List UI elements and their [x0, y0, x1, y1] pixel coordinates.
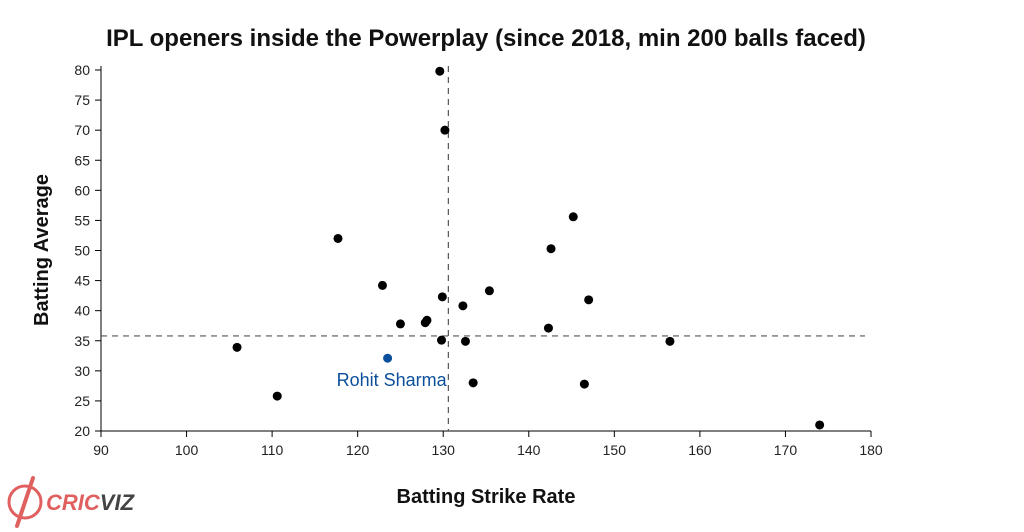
- highlight-label: Rohit Sharma: [337, 370, 448, 390]
- data-point: [272, 391, 282, 401]
- data-point: [333, 233, 343, 243]
- y-tick-label: 25: [74, 393, 90, 409]
- data-point: [437, 335, 447, 345]
- data-point: [543, 323, 553, 333]
- x-tick-label: 90: [93, 442, 109, 458]
- x-tick-label: 180: [859, 442, 883, 458]
- x-axis-label: Batting Strike Rate: [397, 486, 576, 508]
- y-tick-label: 75: [74, 92, 90, 108]
- y-tick-label: 35: [74, 333, 90, 349]
- x-axis-ticks: 90 100 110 120 130 140 150 160 170 180: [93, 431, 883, 458]
- y-tick-label: 55: [74, 212, 90, 228]
- highlight-point-rohit-sharma: [383, 353, 393, 363]
- logo-text: CRICVIZ: [46, 490, 136, 515]
- data-point: [395, 319, 405, 329]
- x-tick-label: 160: [688, 442, 712, 458]
- data-point: [546, 244, 556, 254]
- x-tick-label: 110: [261, 442, 284, 458]
- cricket-ball-icon: [7, 476, 43, 528]
- y-axis-label: Batting Average: [31, 174, 53, 326]
- data-point: [665, 336, 675, 346]
- y-tick-label: 45: [74, 273, 90, 289]
- x-tick-label: 170: [774, 442, 798, 458]
- plot-area: 90 100 110 120 130 140 150 160 170 180 20 25 30 35 40…: [74, 62, 882, 458]
- chart-title: IPL openers inside the Powerplay (since …: [106, 25, 866, 52]
- y-tick-label: 20: [74, 423, 90, 439]
- data-points: [232, 66, 825, 430]
- data-point: [484, 286, 494, 296]
- y-axis-ticks: 20 25 30 35 40 45 50 55 60 65 70 75 80: [74, 62, 101, 439]
- y-tick-label: 30: [74, 363, 90, 379]
- y-tick-label: 50: [74, 243, 90, 259]
- data-point: [458, 301, 468, 311]
- data-point: [568, 212, 578, 222]
- y-tick-label: 60: [74, 182, 90, 198]
- data-point: [435, 66, 445, 76]
- y-tick-label: 80: [74, 62, 90, 78]
- data-point: [815, 420, 825, 430]
- cricviz-logo: CRICVIZ: [7, 476, 136, 528]
- data-point: [468, 378, 478, 388]
- data-point: [420, 318, 430, 328]
- data-point: [579, 379, 589, 389]
- y-tick-label: 40: [74, 303, 90, 319]
- x-tick-label: 100: [175, 442, 199, 458]
- y-tick-label: 70: [74, 122, 90, 138]
- data-point: [232, 342, 242, 352]
- data-point: [437, 292, 447, 302]
- x-tick-label: 120: [346, 442, 370, 458]
- x-tick-label: 140: [517, 442, 541, 458]
- data-point: [377, 280, 387, 290]
- x-tick-label: 130: [432, 442, 456, 458]
- data-point: [584, 295, 594, 305]
- y-tick-label: 65: [74, 152, 90, 168]
- data-point: [460, 336, 470, 346]
- data-point: [440, 125, 450, 135]
- x-tick-label: 150: [603, 442, 627, 458]
